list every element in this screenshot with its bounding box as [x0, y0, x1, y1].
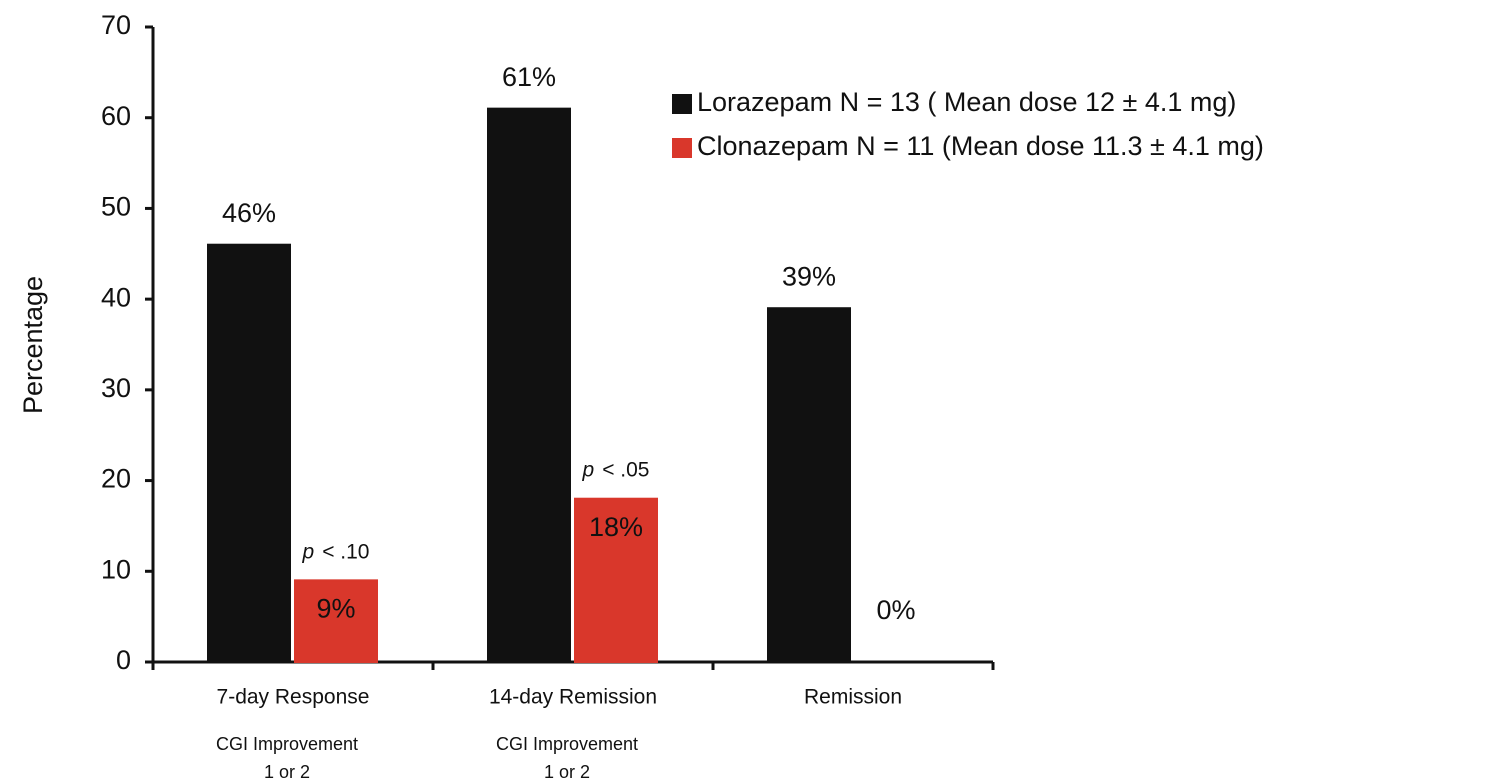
- annotation: p < .05: [582, 458, 650, 481]
- data-label: 46%: [222, 198, 276, 228]
- bar: [767, 307, 851, 663]
- y-tick-label: 60: [101, 101, 131, 131]
- annotation-italic: p: [302, 540, 315, 563]
- x-tick-label: 14-day Remission: [489, 686, 657, 709]
- y-tick-label: 20: [101, 464, 131, 494]
- x-tick-sublabel: 1 or 2: [264, 762, 310, 782]
- bar: [207, 243, 291, 663]
- bar: [294, 579, 378, 663]
- annotation-italic: p: [582, 458, 595, 481]
- y-tick-label: 30: [101, 373, 131, 403]
- x-tick-label: Remission: [804, 686, 902, 709]
- data-label: 0%: [876, 595, 915, 625]
- annotation-text: < .10: [322, 540, 369, 563]
- legend-label: Clonazepam N = 11 (Mean dose 11.3 ± 4.1 …: [697, 131, 1264, 161]
- y-axis-title: Percentage: [18, 276, 48, 414]
- bar: [574, 497, 658, 664]
- x-tick-sublabel: 1 or 2: [544, 762, 590, 782]
- x-tick-label: 7-day Response: [217, 686, 370, 709]
- annotation: p < .10: [302, 540, 370, 563]
- legend-swatch: [672, 138, 692, 158]
- y-tick-label: 0: [116, 645, 131, 675]
- data-label: 39%: [782, 261, 836, 291]
- legend-label: Lorazepam N = 13 ( Mean dose 12 ± 4.1 mg…: [697, 87, 1236, 117]
- data-label: 9%: [316, 593, 355, 623]
- data-label: 18%: [589, 512, 643, 542]
- x-tick-sublabel: CGI Improvement: [216, 734, 358, 754]
- y-tick-label: 40: [101, 282, 131, 312]
- x-tick-sublabel: CGI Improvement: [496, 734, 638, 754]
- data-label: 61%: [502, 62, 556, 92]
- y-tick-label: 70: [101, 10, 131, 40]
- bar: [487, 107, 571, 663]
- y-tick-label: 50: [101, 192, 131, 222]
- annotation-text: < .05: [602, 458, 649, 481]
- y-tick-label: 10: [101, 554, 131, 584]
- legend-swatch: [672, 94, 692, 114]
